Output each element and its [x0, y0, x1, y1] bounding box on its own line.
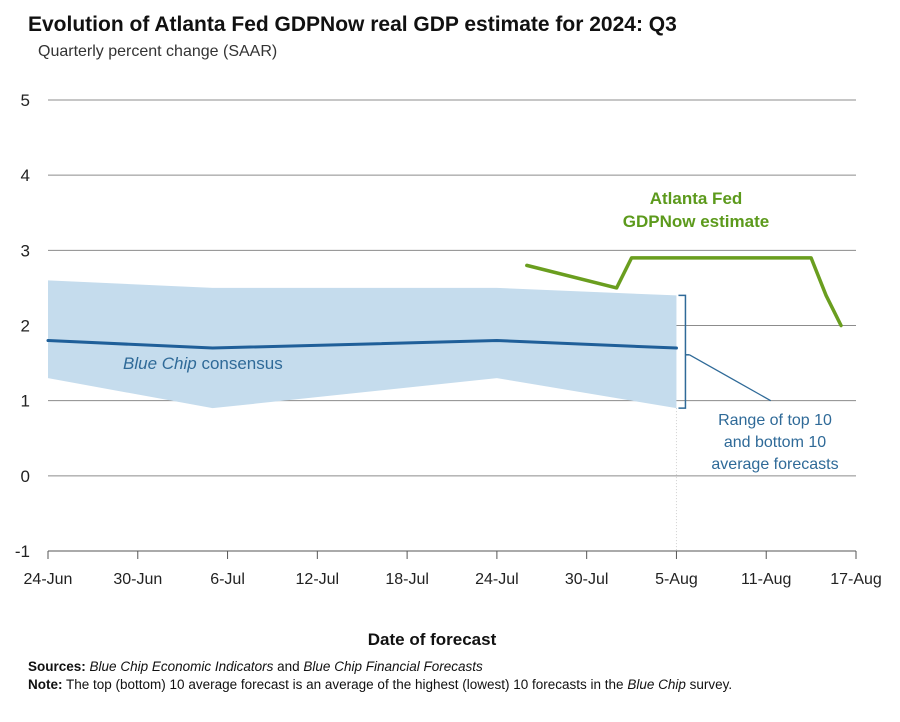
gdpnow-label: Atlanta Fed — [650, 189, 743, 208]
y-tick-label: 2 — [21, 317, 30, 336]
chart-title: Evolution of Atlanta Fed GDPNow real GDP… — [28, 13, 677, 36]
note-label: Note: — [28, 677, 63, 692]
sources-title-1: Blue Chip Economic Indicators — [89, 659, 274, 674]
sources-title-2: Blue Chip Financial Forecasts — [303, 659, 483, 674]
bluechip-label: Blue Chip consensus — [123, 354, 283, 373]
x-tick-label: 24-Jul — [475, 571, 519, 588]
y-tick-label: 5 — [21, 91, 30, 110]
y-tick-label: -1 — [15, 542, 30, 561]
chart-subtitle: Quarterly percent change (SAAR) — [38, 43, 277, 60]
bluechip-consensus-line — [46, 339, 678, 350]
range-label: Range of top 10 — [718, 412, 832, 429]
sources-and: and — [273, 659, 304, 674]
range-bracket — [678, 294, 687, 409]
sources-line: Sources: Blue Chip Economic Indicators a… — [28, 658, 868, 676]
range-leader-line — [689, 354, 772, 402]
bluechip-label-italic: Blue Chip — [123, 354, 197, 373]
chart-footer: Sources: Blue Chip Economic Indicators a… — [28, 658, 868, 694]
x-tick-label: 5-Aug — [655, 571, 698, 588]
x-tick-label: 11-Aug — [741, 571, 791, 588]
series-layer — [46, 256, 843, 350]
x-tick-label: 6-Jul — [210, 571, 245, 588]
note-line: Note: The top (bottom) 10 average foreca… — [28, 676, 868, 694]
x-tick-label: 12-Jul — [296, 571, 340, 588]
range-label: and bottom 10 — [724, 434, 826, 451]
x-tick-label: 18-Jul — [385, 571, 429, 588]
annotation-layer: Atlanta Fed GDPNow estimate Blue Chip cons… — [123, 189, 839, 473]
gdpnow-line — [525, 256, 843, 328]
y-tick-label: 0 — [21, 467, 30, 486]
range-label: average forecasts — [711, 456, 838, 473]
note-italic: Blue Chip — [627, 677, 686, 692]
note-text: The top (bottom) 10 average forecast is … — [62, 677, 628, 692]
chart: Evolution of Atlanta Fed GDPNow real GDP… — [15, 13, 882, 649]
bluechip-label-rest: consensus — [197, 354, 283, 373]
y-tick-label: 4 — [21, 166, 30, 185]
sources-label: Sources: — [28, 659, 86, 674]
y-tick-label: 1 — [21, 392, 30, 411]
x-tick-label: 24-Jun — [24, 571, 73, 588]
axis-layer: 5 4 3 2 1 0 -1 24-Jun 30-Jun 6-Jul 12-Jul 18-Jul 24-… — [15, 91, 882, 588]
y-tick-label: 3 — [21, 241, 30, 260]
gdpnow-label: GDPNow estimate — [623, 212, 769, 231]
note-end: survey. — [685, 677, 733, 692]
x-tick-label: 30-Jun — [113, 571, 162, 588]
x-tick-label: 17-Aug — [830, 571, 882, 588]
x-tick-label: 30-Jul — [565, 571, 609, 588]
x-axis-label: Date of forecast — [368, 630, 497, 649]
